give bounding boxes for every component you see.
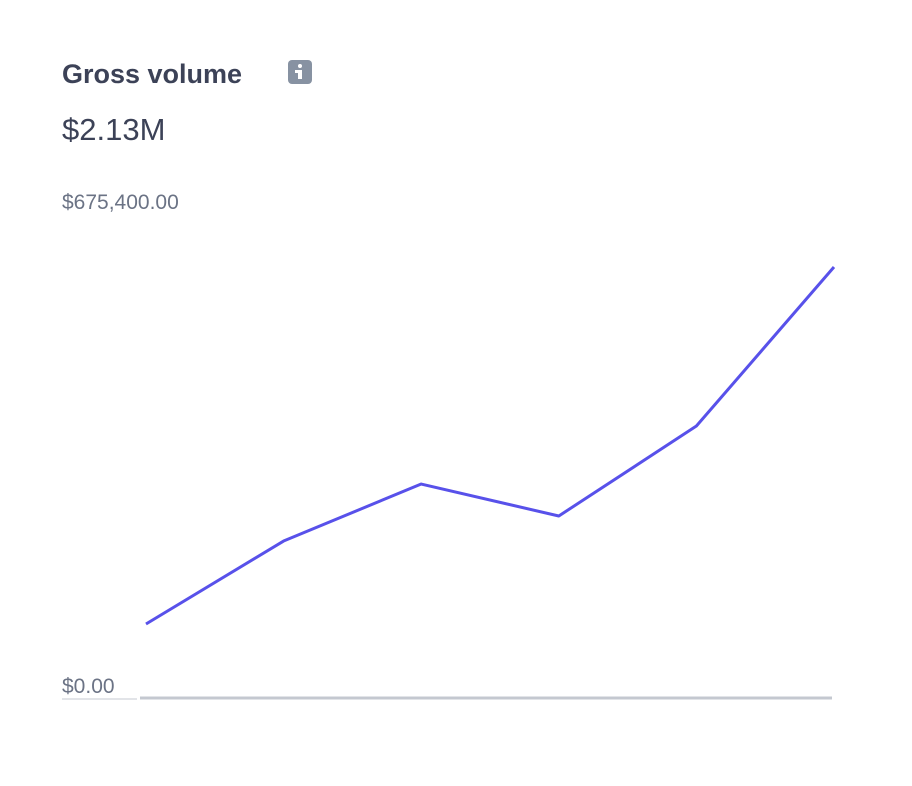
line-series (145, 266, 836, 626)
info-icon[interactable] (288, 60, 312, 84)
chart-title: Gross volume (62, 59, 242, 89)
y-tick-label: $675,400.00 (62, 191, 179, 214)
total-value: $2.13M (62, 112, 165, 147)
y-tick-label: $0.00 (62, 675, 115, 698)
